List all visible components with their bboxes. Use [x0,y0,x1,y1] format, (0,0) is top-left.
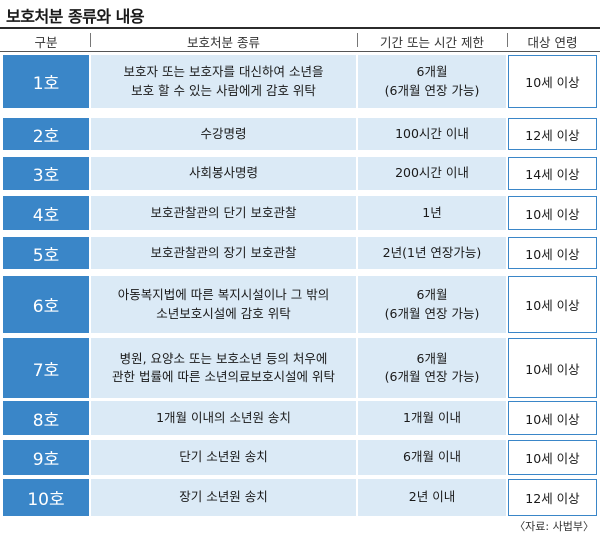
target-age: 10세 이상 [508,196,597,230]
disposition-type-line: 병원, 요양소 또는 보호소년 등의 처우에 [119,350,328,366]
target-age: 10세 이상 [508,237,597,269]
table-row: 4호 보호관찰관의 단기 보호관찰 1년 10세 이상 [0,196,600,230]
disposition-type-line: 관한 법률에 따른 소년의료보호시설에 위탁 [112,369,335,384]
disposition-type-line: 보호관찰관의 단기 보호관찰 [150,204,297,220]
header-type: 보호처분 종류 [187,35,260,50]
table-row: 2호 수강명령 100시간 이내 12세 이상 [0,118,600,150]
row-number: 1호 [3,55,89,108]
duration-limit-line: (6개월 연장 가능) [384,305,480,321]
table-header: 구분 보호처분 종류 기간 또는 시간 제한 대상 연령 [0,29,600,51]
disposition-type: 사회봉사명령 [91,157,356,190]
duration-limit-line: 200시간 이내 [395,165,469,181]
table-row: 10호 장기 소년원 송치 2년 이내 12세 이상 [0,479,600,516]
header-age: 대상 연령 [527,35,578,50]
header-divider [357,33,358,47]
row-number: 4호 [3,196,89,230]
duration-limit-line: 1개월 이내 [403,409,461,425]
header-no: 구분 [34,35,58,50]
table-row: 6호 아동복지법에 따른 복지시설이나 그 밖의 소년보호시설에 감호 위탁 6개월(… [0,276,600,333]
duration-limit-line: (6개월 연장 가능) [384,82,480,98]
duration-limit: 6개월 (6개월 연장 가능) [358,55,506,108]
target-age: 10세 이상 [508,401,597,435]
duration-limit-line: 6개월 [416,350,448,366]
duration-limit: 6개월 (6개월 연장 가능) [358,338,506,398]
target-age: 10세 이상 [508,338,597,398]
duration-limit-line: 1년 [422,204,442,220]
target-age: 12세 이상 [508,118,597,150]
duration-limit-line: 6개월 [416,64,448,80]
disposition-type-line: 1개월 이내의 소년원 송치 [156,409,291,425]
disposition-type-line: 소년보호시설에 감호 위탁 [156,305,291,321]
duration-limit: 2년(1년 연장가능) [358,237,506,269]
target-age: 10세 이상 [508,55,597,108]
duration-limit: 100시간 이내 [358,118,506,150]
table-row: 5호 보호관찰관의 장기 보호관찰 2년(1년 연장가능) 10세 이상 [0,237,600,269]
disposition-type: 단기 소년원 송치 [91,440,356,475]
row-number: 8호 [3,401,89,435]
target-age: 14세 이상 [508,157,597,190]
table-row: 7호 병원, 요양소 또는 보호소년 등의 처우에 관한 법률에 따른 소년의료보호… [0,338,600,398]
disposition-type-line: 보호관찰관의 장기 보호관찰 [150,244,297,260]
row-number: 5호 [3,237,89,269]
header-divider [90,33,91,47]
disposition-type: 1개월 이내의 소년원 송치 [91,401,356,435]
duration-limit: 1개월 이내 [358,401,506,435]
header-duration: 기간 또는 시간 제한 [380,35,484,50]
row-number: 10호 [3,479,89,516]
disposition-type: 장기 소년원 송치 [91,479,356,516]
table-title: 보호처분 종류와 내용 [6,7,145,26]
table-row: 8호 1개월 이내의 소년원 송치 1개월 이내 10세 이상 [0,401,600,435]
top-rule [0,27,600,29]
row-number: 3호 [3,157,89,190]
disposition-type: 보호관찰관의 장기 보호관찰 [91,237,356,269]
table-row: 9호 단기 소년원 송치 6개월 이내 10세 이상 [0,440,600,475]
target-age: 10세 이상 [508,276,597,333]
header-divider [507,33,508,47]
source-note: 〈자료: 사법부〉 [514,520,594,533]
duration-limit: 1년 [358,196,506,230]
duration-limit: 200시간 이내 [358,157,506,190]
table-row: 3호 사회봉사명령 200시간 이내 14세 이상 [0,157,600,190]
disposition-type-line: 수강명령 [200,125,247,141]
disposition-type-line: 보호 할 수 있는 사람에게 감호 위탁 [131,82,316,98]
row-number: 2호 [3,118,89,150]
duration-limit-line: 2년(1년 연장가능) [382,244,482,260]
disposition-type-line: 아동복지법에 따른 복지시설이나 그 밖의 [117,287,330,303]
duration-limit-line: 100시간 이내 [395,125,469,141]
target-age: 12세 이상 [508,479,597,516]
duration-limit-line: 2년 이내 [408,489,456,505]
header-rule [0,51,600,52]
disposition-type: 수강명령 [91,118,356,150]
duration-limit: 6개월 이내 [358,440,506,475]
disposition-type-line: 장기 소년원 송치 [179,489,268,505]
table-row: 1호 보호자 또는 보호자를 대신하여 소년을 보호 할 수 있는 사람에게 감호 … [0,55,600,108]
duration-limit-line: 6개월 이내 [403,449,461,465]
disposition-type-line: 단기 소년원 송치 [179,449,268,465]
disposition-type-line: 사회봉사명령 [188,165,258,181]
row-number: 9호 [3,440,89,475]
duration-limit: 6개월 (6개월 연장 가능) [358,276,506,333]
target-age: 10세 이상 [508,440,597,475]
duration-limit: 2년 이내 [358,479,506,516]
disposition-type-line: 보호자 또는 보호자를 대신하여 소년을 [123,64,324,80]
row-number: 6호 [3,276,89,333]
duration-limit-line: 6개월 [416,287,448,303]
disposition-type: 보호관찰관의 단기 보호관찰 [91,196,356,230]
row-number: 7호 [3,338,89,398]
duration-limit-line: (6개월 연장 가능) [384,369,480,384]
